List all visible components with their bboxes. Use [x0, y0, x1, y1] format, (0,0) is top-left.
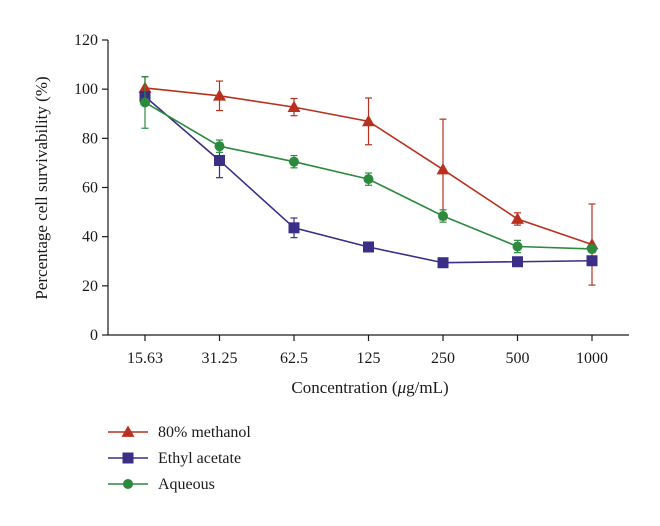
legend-label: Aqueous [158, 476, 215, 493]
y-tick-label: 100 [74, 81, 98, 98]
x-tick-label: 500 [506, 350, 530, 367]
data-point [287, 100, 301, 112]
y-tick-label: 80 [82, 130, 98, 147]
data-point [586, 255, 598, 267]
data-point [438, 211, 448, 222]
data-point [363, 241, 374, 253]
data-point [214, 141, 225, 152]
x-tick-label: 31.25 [202, 350, 238, 367]
legend-label: Ethyl acetate [158, 450, 241, 467]
x-tick-label: 250 [431, 350, 455, 367]
y-tick-label: 60 [82, 180, 98, 197]
legend-item-aqueous: Aqueous [108, 476, 215, 493]
y-tick-label: 0 [90, 327, 98, 344]
legend-label: 80% methanol [158, 424, 251, 441]
data-point [362, 114, 375, 127]
data-point [363, 174, 374, 185]
legend-marker [122, 452, 134, 464]
series-aqueous [140, 76, 597, 254]
x-tick-label: 15.63 [127, 350, 163, 367]
data-point [437, 257, 449, 269]
legend-marker [123, 479, 133, 489]
legend: 80% methanol Ethyl acetate Aqueous [108, 424, 251, 493]
legend-marker [121, 425, 135, 437]
data-point [436, 163, 450, 175]
data-point [289, 156, 299, 167]
data-point [587, 243, 597, 254]
legend-item-ethyl-acetate: Ethyl acetate [108, 450, 241, 467]
y-tick-label: 20 [82, 278, 98, 295]
data-point [511, 212, 524, 224]
data-point [512, 241, 523, 252]
data-point [512, 256, 523, 268]
data-point [214, 154, 225, 166]
legend-item-80-methanol: 80% methanol [108, 424, 251, 441]
y-tick-label: 40 [82, 229, 98, 246]
y-tick-label: 120 [74, 32, 98, 49]
x-tick-label: 62.5 [280, 350, 308, 367]
y-axis-title: Percentage cell survivability (%) [32, 76, 51, 299]
data-point [213, 89, 226, 101]
data-point [140, 97, 150, 108]
x-tick-label: 125 [357, 350, 381, 367]
x-axis-title: Concentration (μg/mL) [291, 378, 448, 397]
x-tick-label: 1000 [576, 350, 608, 367]
data-point [288, 222, 300, 234]
